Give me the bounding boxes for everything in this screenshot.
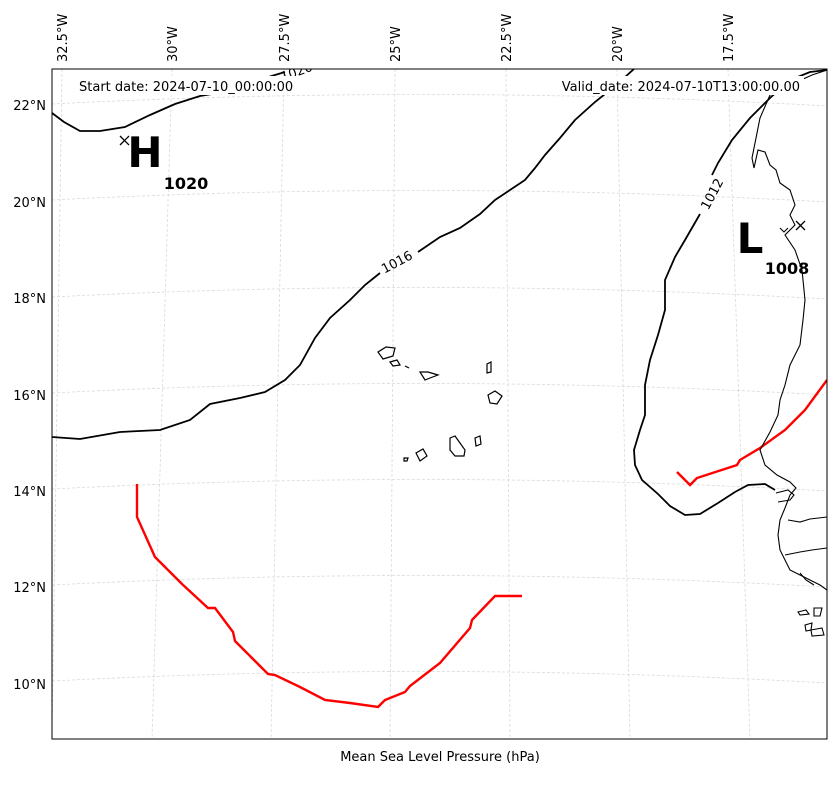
west-africa-coastline — [751, 69, 827, 637]
valid-label-background — [540, 76, 804, 95]
map-frame-background — [52, 69, 827, 739]
coast-gambia-river — [787, 516, 827, 523]
island-brava — [403, 457, 409, 462]
island-maio — [474, 435, 482, 447]
meridian-22-5 — [505, 69, 511, 739]
coast-bijagos — [797, 607, 825, 637]
parallel-10 — [52, 671, 827, 684]
lat-tick-label: 22°N — [13, 99, 46, 114]
meridian-17-5 — [727, 69, 751, 739]
low-letter: L — [737, 214, 764, 263]
island-sal — [486, 361, 492, 374]
island-sao-nicolau — [418, 371, 440, 381]
latitude-labels: 22°N 20°N 18°N 16°N 14°N 12°N 10°N — [13, 99, 46, 693]
meridian-30 — [151, 69, 173, 739]
lon-tick-label: 30°W — [166, 26, 181, 62]
start-date-label: Start date: 2024-07-10_00:00:00 — [79, 80, 293, 95]
meridian-25 — [389, 69, 396, 739]
island-sao-vicente — [388, 359, 401, 367]
valid-date-label: Valid_date: 2024-07-10T13:00:00.00 — [562, 80, 800, 95]
parallel-14 — [52, 479, 827, 492]
longitude-labels: 32.5°W 30°W 27.5°W 25°W 22.5°W 20°W 17.5… — [56, 14, 737, 62]
lat-tick-label: 16°N — [13, 389, 46, 404]
coast-river-casamance — [784, 547, 827, 556]
island-santo-antao — [377, 346, 396, 360]
lon-tick-label: 25°W — [389, 26, 404, 62]
lat-tick-label: 20°N — [13, 196, 46, 211]
parallel-18 — [52, 287, 827, 300]
meridian-27-5 — [270, 69, 285, 739]
parallel-22 — [52, 94, 827, 107]
x-axis-label: Mean Sea Level Pressure (hPa) — [340, 750, 540, 765]
lon-tick-label: 17.5°W — [722, 14, 737, 62]
isobar-1016 — [52, 69, 635, 440]
front-line-east — [676, 379, 827, 487]
lon-tick-label: 20°W — [611, 26, 626, 62]
high-center-marker — [119, 135, 130, 146]
coast-guinea-inlet — [799, 572, 815, 586]
lat-tick-label: 12°N — [13, 581, 46, 596]
high-pressure-center: H 1020 — [119, 128, 209, 193]
meridian-20 — [616, 69, 631, 739]
island-boa-vista — [487, 390, 503, 405]
parallel-16 — [52, 383, 827, 396]
start-label-background — [75, 76, 313, 95]
low-pressure-center: L 1008 — [737, 214, 810, 278]
parallel-20 — [52, 190, 827, 203]
lat-tick-label: 18°N — [13, 292, 46, 307]
high-value: 1020 — [164, 174, 209, 193]
low-value: 1008 — [765, 259, 810, 278]
cape-verde-islands — [377, 346, 503, 462]
meridian-32-5 — [52, 69, 63, 739]
island-santa-luzia — [404, 365, 410, 369]
fronts — [135, 379, 827, 709]
island-santiago — [449, 435, 466, 457]
coast-mauritania-senegal — [751, 69, 827, 509]
high-letter: H — [127, 128, 162, 177]
island-fogo — [415, 448, 428, 462]
coast-gambia — [775, 489, 795, 503]
parallel-12 — [52, 575, 827, 588]
coast-dakar-peninsula — [779, 227, 789, 233]
lat-tick-label: 14°N — [13, 485, 46, 500]
isobars — [52, 69, 827, 516]
lon-tick-label: 22.5°W — [500, 14, 515, 62]
coast-guinea-bissau — [777, 507, 827, 591]
graticule — [52, 69, 827, 739]
low-center-marker — [795, 220, 806, 231]
lon-tick-label: 27.5°W — [278, 14, 293, 62]
front-line-southwest — [135, 484, 522, 709]
lat-tick-label: 10°N — [13, 678, 46, 693]
map-frame-border — [51, 68, 828, 740]
isobar-1012 — [633, 69, 827, 516]
lon-tick-label: 32.5°W — [56, 14, 71, 62]
